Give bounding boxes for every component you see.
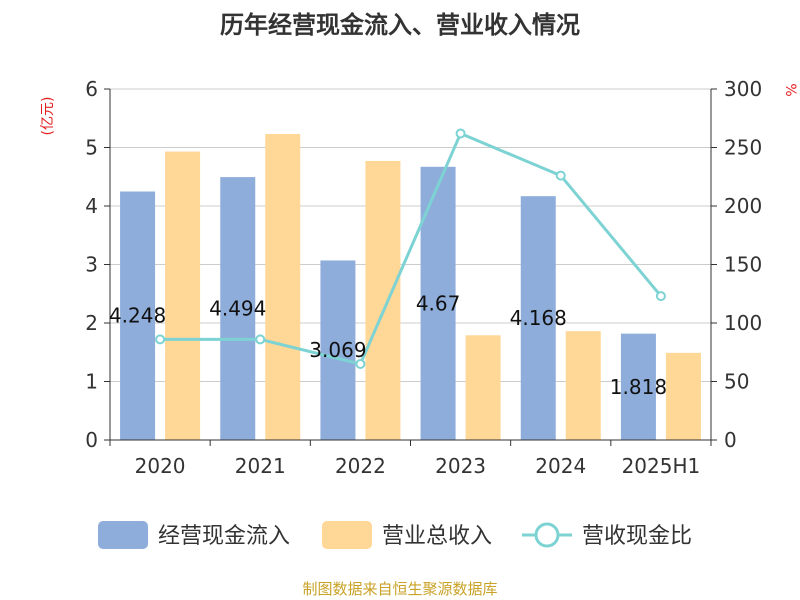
x-tick-label-2023: 2023 xyxy=(435,454,486,478)
ratio-point-2020 xyxy=(155,334,166,345)
x-tick-label-2025H1: 2025H1 xyxy=(622,454,701,478)
bar-cash-inflow-2024 xyxy=(520,196,556,440)
data-label-cash-inflow-2024: 4.168 xyxy=(510,306,567,330)
grid-lines xyxy=(110,88,711,382)
ratio-point-2024 xyxy=(555,170,566,181)
data-label-cash-inflow-2020: 4.248 xyxy=(109,304,166,328)
legend-swatch-1 xyxy=(322,521,372,549)
ratio-point-2025H1 xyxy=(655,291,666,302)
data-label-cash-inflow-2025H1: 1.818 xyxy=(610,375,667,399)
bar-cash-inflow-2025H1 xyxy=(620,333,656,440)
ratio-point-2021 xyxy=(255,334,266,345)
bar-cash-inflow-2021 xyxy=(220,177,256,440)
axes: 0 1 2 3 4 5 6 0 50 100 150 200 250 300 2020 2021 2022 202… xyxy=(85,77,762,478)
left-tick-label-6: 6 xyxy=(85,77,98,101)
chart-title: 历年经营现金流入、营业收入情况 xyxy=(220,11,580,39)
x-tick-label-2024: 2024 xyxy=(535,454,586,478)
right-axis-unit: % xyxy=(782,83,798,96)
bars xyxy=(120,134,701,441)
left-tick-label-1: 1 xyxy=(85,370,98,394)
legend-marker-2 xyxy=(534,522,560,548)
ratio-line-series xyxy=(155,128,666,369)
ratio-point-2022 xyxy=(355,358,366,369)
x-tick-label-2020: 2020 xyxy=(135,454,186,478)
right-tick-label-50: 50 xyxy=(724,370,749,394)
bar-revenue-2023 xyxy=(465,335,501,440)
x-tick-label-2022: 2022 xyxy=(335,454,386,478)
bar-cash-inflow-2020 xyxy=(120,191,156,440)
ratio-point-2023 xyxy=(455,128,466,139)
left-tick-label-0: 0 xyxy=(85,428,98,452)
bar-revenue-2021 xyxy=(265,134,301,441)
right-tick-label-0: 0 xyxy=(724,428,737,452)
legend: 经营现金流入 营业总收入 营收现金比 xyxy=(98,521,692,549)
ratio-line xyxy=(160,131,663,366)
right-tick-label-100: 100 xyxy=(724,311,762,335)
left-tick-label-3: 3 xyxy=(85,253,98,277)
left-tick-label-2: 2 xyxy=(85,311,98,335)
right-tick-label-150: 150 xyxy=(724,253,762,277)
bar-revenue-2025H1 xyxy=(665,352,701,440)
data-labels: 4.248 4.494 3.069 4.67 4.168 1.818 xyxy=(109,291,667,398)
left-tick-label-4: 4 xyxy=(85,194,98,218)
bar-cash-inflow-2022 xyxy=(320,260,356,440)
data-label-cash-inflow-2023: 4.67 xyxy=(416,291,461,315)
source-note: 制图数据来自恒生聚源数据库 xyxy=(302,580,497,598)
left-axis-unit: (亿元) xyxy=(40,97,56,136)
right-tick-label-300: 300 xyxy=(724,77,762,101)
left-tick-label-5: 5 xyxy=(85,136,98,160)
data-label-cash-inflow-2021: 4.494 xyxy=(209,297,266,321)
bar-revenue-2020 xyxy=(165,151,201,440)
right-tick-label-250: 250 xyxy=(724,136,762,160)
bar-revenue-2022 xyxy=(365,160,401,440)
legend-label-1: 营业总收入 xyxy=(382,524,492,549)
legend-label-0: 经营现金流入 xyxy=(158,524,290,549)
right-tick-label-200: 200 xyxy=(724,194,762,218)
legend-label-2: 营收现金比 xyxy=(582,524,692,549)
bar-revenue-2024 xyxy=(565,331,601,440)
data-label-cash-inflow-2022: 3.069 xyxy=(309,338,366,362)
x-tick-label-2021: 2021 xyxy=(235,454,286,478)
legend-swatch-0 xyxy=(98,521,148,549)
